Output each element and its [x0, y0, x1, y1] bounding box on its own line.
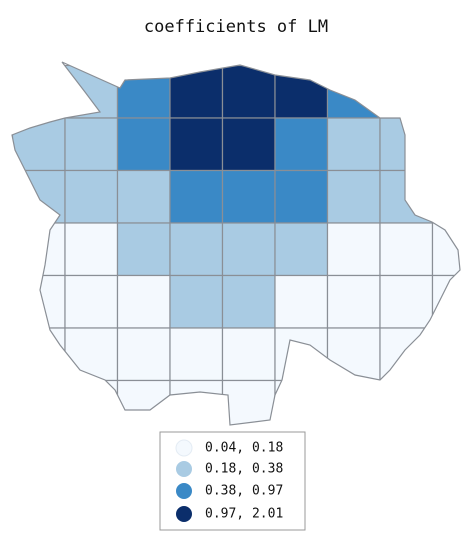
- grid-cell: [431, 274, 460, 329]
- map-title: coefficients of LM: [144, 17, 328, 37]
- legend-swatch: [176, 461, 192, 477]
- grid-cell: [116, 379, 171, 425]
- grid-cell: [274, 222, 329, 277]
- legend-swatch: [175, 439, 193, 457]
- grid-cells: [12, 64, 460, 425]
- grid-cell: [326, 327, 381, 382]
- grid-cell: [221, 222, 276, 277]
- grid-cell: [326, 379, 381, 425]
- grid-cell: [116, 327, 171, 382]
- grid-cell: [12, 274, 66, 329]
- grid-cell: [221, 169, 276, 224]
- grid-cell: [64, 117, 119, 172]
- grid-cell: [379, 274, 434, 329]
- grid-cell: [12, 327, 66, 382]
- grid-cell: [64, 64, 119, 119]
- grid-cell: [169, 117, 224, 172]
- legend-label: 0.18, 0.38: [205, 462, 283, 477]
- legend-label: 0.97, 2.01: [205, 507, 283, 522]
- grid-cell: [116, 222, 171, 277]
- grid-cell: [169, 327, 224, 382]
- legend-label: 0.04, 0.18: [205, 441, 283, 456]
- grid-cell: [116, 117, 171, 172]
- grid-cell: [116, 64, 171, 119]
- grid-cell: [379, 222, 434, 277]
- grid-cell: [274, 274, 329, 329]
- grid-cell: [274, 117, 329, 172]
- legend-swatch: [176, 506, 192, 522]
- grid-cell: [326, 222, 381, 277]
- grid-cell: [169, 64, 224, 119]
- grid-cell: [12, 222, 66, 277]
- grid-cell: [64, 169, 119, 224]
- grid-cell: [274, 64, 329, 119]
- legend: 0.04, 0.18 0.18, 0.38 0.38, 0.97 0.97, 2.01: [175, 439, 283, 522]
- grid-cell: [169, 222, 224, 277]
- grid-cell: [221, 117, 276, 172]
- grid-cell: [221, 274, 276, 329]
- grid-cell: [431, 222, 460, 277]
- grid-cell: [64, 222, 119, 277]
- legend-swatch: [176, 483, 192, 499]
- grid-cell: [64, 274, 119, 329]
- grid-cell: [274, 169, 329, 224]
- region-outline: [11, 61, 461, 426]
- grid-cell: [326, 169, 381, 224]
- grid-cell: [379, 169, 434, 224]
- grid-cell: [221, 327, 276, 382]
- grid-cell: [64, 327, 119, 382]
- grid-cell: [64, 379, 119, 425]
- grid-cell: [379, 117, 434, 172]
- grid-cell: [274, 379, 329, 425]
- grid-cell: [326, 117, 381, 172]
- grid-cell: [116, 169, 171, 224]
- grid-cell: [169, 169, 224, 224]
- grid-cell: [116, 274, 171, 329]
- grid-cell: [221, 64, 276, 119]
- grid-cell: [169, 274, 224, 329]
- grid-cell: [169, 379, 224, 425]
- grid-cell: [326, 274, 381, 329]
- legend-label: 0.38, 0.97: [205, 484, 283, 499]
